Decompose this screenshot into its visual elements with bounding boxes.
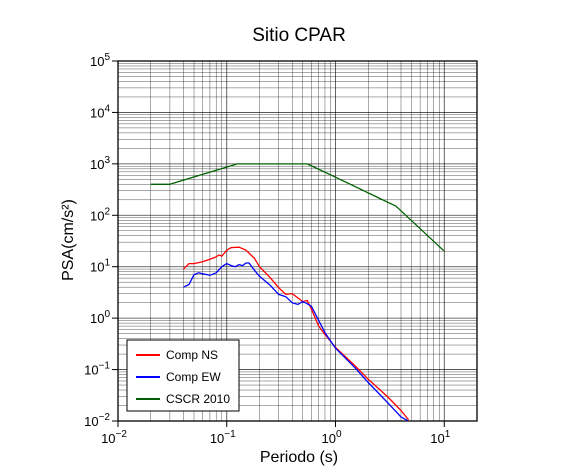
legend: Comp NS Comp EW CSCR 2010: [127, 340, 239, 411]
x-axis: 10−2 10−1 100 101: [101, 421, 451, 446]
x-tick-label: 10−1: [210, 429, 236, 446]
y-tick-label: 103: [90, 155, 110, 172]
y-tick-label: 105: [90, 52, 110, 69]
legend-label: Comp NS: [166, 348, 218, 362]
series-line-cscr-2010: [151, 164, 445, 251]
y-axis-label: PSA(cm/s²): [60, 199, 77, 281]
y-tick-label: 101: [90, 258, 110, 275]
y-axis: 10−2 10−1 100 101 102 103 104 105: [84, 52, 118, 429]
x-axis-label: Periodo (s): [260, 449, 338, 466]
x-tick-label: 101: [430, 429, 450, 446]
x-tick-label: 100: [321, 429, 341, 446]
y-tick-label: 10−2: [84, 412, 110, 429]
chart-title: Sitio CPAR: [252, 25, 346, 46]
y-tick-label: 10−1: [84, 361, 110, 378]
y-tick-label: 100: [90, 309, 110, 326]
x-tick-label: 10−2: [101, 429, 127, 446]
y-tick-label: 104: [90, 103, 110, 120]
y-tick-label: 102: [90, 206, 110, 223]
legend-label: CSCR 2010: [166, 392, 230, 406]
legend-label: Comp EW: [166, 370, 221, 384]
